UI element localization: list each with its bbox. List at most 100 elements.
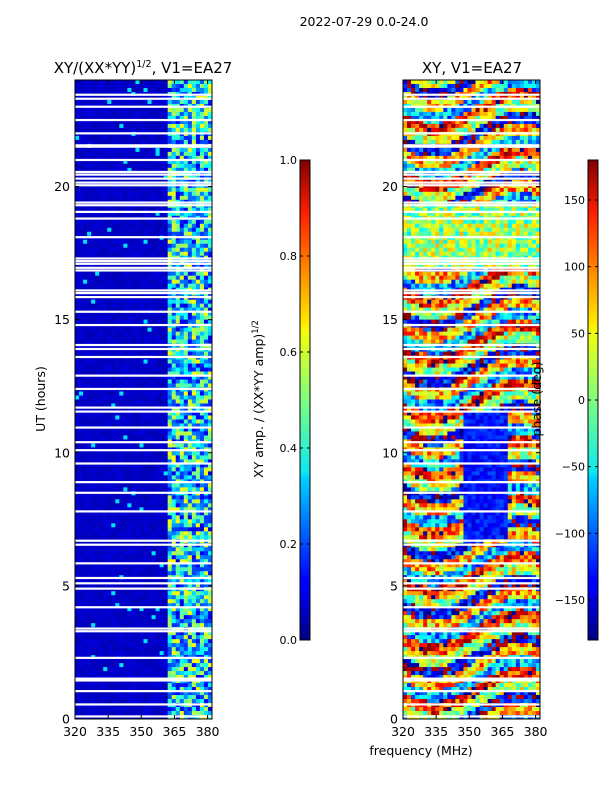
heatmap-cell (139, 583, 144, 588)
heatmap-cell (79, 423, 84, 428)
heatmap-cell (111, 167, 116, 173)
heatmap-cell (131, 571, 136, 576)
heatmap-cell (99, 383, 104, 388)
heatmap-cell (111, 371, 116, 376)
heatmap-cell (155, 371, 161, 376)
heatmap-cell (103, 239, 108, 245)
heatmap-cell (171, 247, 177, 253)
heatmap-cell (179, 223, 185, 229)
heatmap-cell (167, 299, 173, 305)
heatmap-cell (123, 415, 128, 420)
heatmap-cell (107, 579, 112, 584)
heatmap-cell (135, 275, 140, 281)
heatmap-cell (99, 567, 104, 572)
heatmap-cell (171, 411, 177, 416)
heatmap-cell (207, 559, 213, 564)
heatmap-cell (75, 303, 80, 309)
heatmap-cell (99, 647, 104, 652)
heatmap-cell (131, 275, 136, 281)
heatmap-cell (191, 263, 197, 269)
heatmap-cell (119, 319, 124, 325)
heatmap-cell (103, 83, 108, 89)
heatmap-cell (151, 651, 156, 656)
heatmap-cell (131, 403, 136, 408)
heatmap-cell (159, 555, 165, 560)
heatmap-cell (87, 331, 92, 336)
heatmap-cell (147, 531, 152, 536)
heatmap-cell (91, 467, 96, 472)
heatmap-cell (131, 335, 136, 340)
heatmap-cell (103, 591, 108, 596)
heatmap-cell (135, 515, 140, 520)
heatmap-cell (191, 115, 197, 121)
heatmap-cell (155, 227, 161, 233)
heatmap-cell (163, 631, 169, 636)
heatmap-cell (163, 451, 169, 456)
heatmap-cell (143, 243, 148, 249)
heatmap-cell (191, 371, 197, 376)
heatmap-cell (203, 127, 209, 133)
heatmap-cell (107, 375, 112, 380)
heatmap-cell (151, 531, 156, 536)
heatmap-cell (83, 163, 88, 169)
heatmap-cell (167, 351, 173, 356)
heatmap-cell (183, 615, 189, 620)
heatmap-cell (103, 315, 108, 321)
heatmap-cell (207, 631, 213, 636)
heatmap-cell (131, 595, 136, 600)
heatmap-cell (159, 483, 165, 488)
heatmap-cell (75, 191, 80, 197)
heatmap-cell (151, 123, 156, 129)
heatmap-cell (111, 651, 116, 656)
heatmap-cell (187, 607, 193, 612)
heatmap-cell (167, 467, 173, 472)
heatmap-cell (115, 619, 120, 624)
heatmap-cell (131, 271, 136, 277)
heatmap-cell (127, 559, 132, 564)
heatmap-cell (175, 307, 181, 313)
heatmap-cell (87, 551, 92, 556)
heatmap-cell (91, 419, 96, 424)
heatmap-cell (175, 247, 181, 253)
heatmap-cell (87, 123, 92, 129)
heatmap-cell (159, 80, 165, 85)
heatmap-cell (151, 423, 156, 428)
heatmap-cell (99, 403, 104, 408)
heatmap-cell (171, 515, 177, 520)
heatmap-cell (195, 379, 201, 384)
heatmap-cell (167, 275, 173, 281)
heatmap-cell (203, 371, 209, 376)
heatmap-cell (191, 191, 197, 197)
heatmap-cell (139, 263, 144, 269)
heatmap-cell (187, 231, 193, 237)
heatmap-cell (91, 563, 96, 568)
heatmap-cell (147, 163, 152, 169)
heatmap-cell (183, 519, 189, 524)
heatmap-cell (167, 523, 173, 528)
heatmap-cell (191, 271, 197, 277)
heatmap-cell (159, 651, 165, 656)
heatmap-cell (143, 159, 148, 165)
heatmap-cell (107, 227, 112, 233)
heatmap-cell (167, 263, 173, 269)
heatmap-cell (139, 299, 144, 305)
heatmap-cell (79, 231, 84, 237)
heatmap-cell (107, 419, 112, 424)
heatmap-cell (91, 107, 96, 113)
heatmap-cell (175, 487, 181, 492)
heatmap-cell (95, 535, 100, 540)
heatmap-cell (127, 339, 132, 344)
heatmap-cell (175, 555, 181, 560)
heatmap-cell (103, 567, 108, 572)
heatmap-cell (151, 139, 156, 145)
heatmap-cell (91, 507, 96, 512)
heatmap-cell (203, 251, 209, 257)
heatmap-cell (79, 315, 84, 321)
heatmap-cell (135, 563, 140, 568)
heatmap-cell (127, 431, 132, 436)
heatmap-cell (151, 363, 156, 368)
heatmap-cell (115, 495, 120, 500)
heatmap-cell (143, 607, 148, 612)
heatmap-cell (107, 467, 112, 472)
heatmap-cell (163, 139, 169, 145)
